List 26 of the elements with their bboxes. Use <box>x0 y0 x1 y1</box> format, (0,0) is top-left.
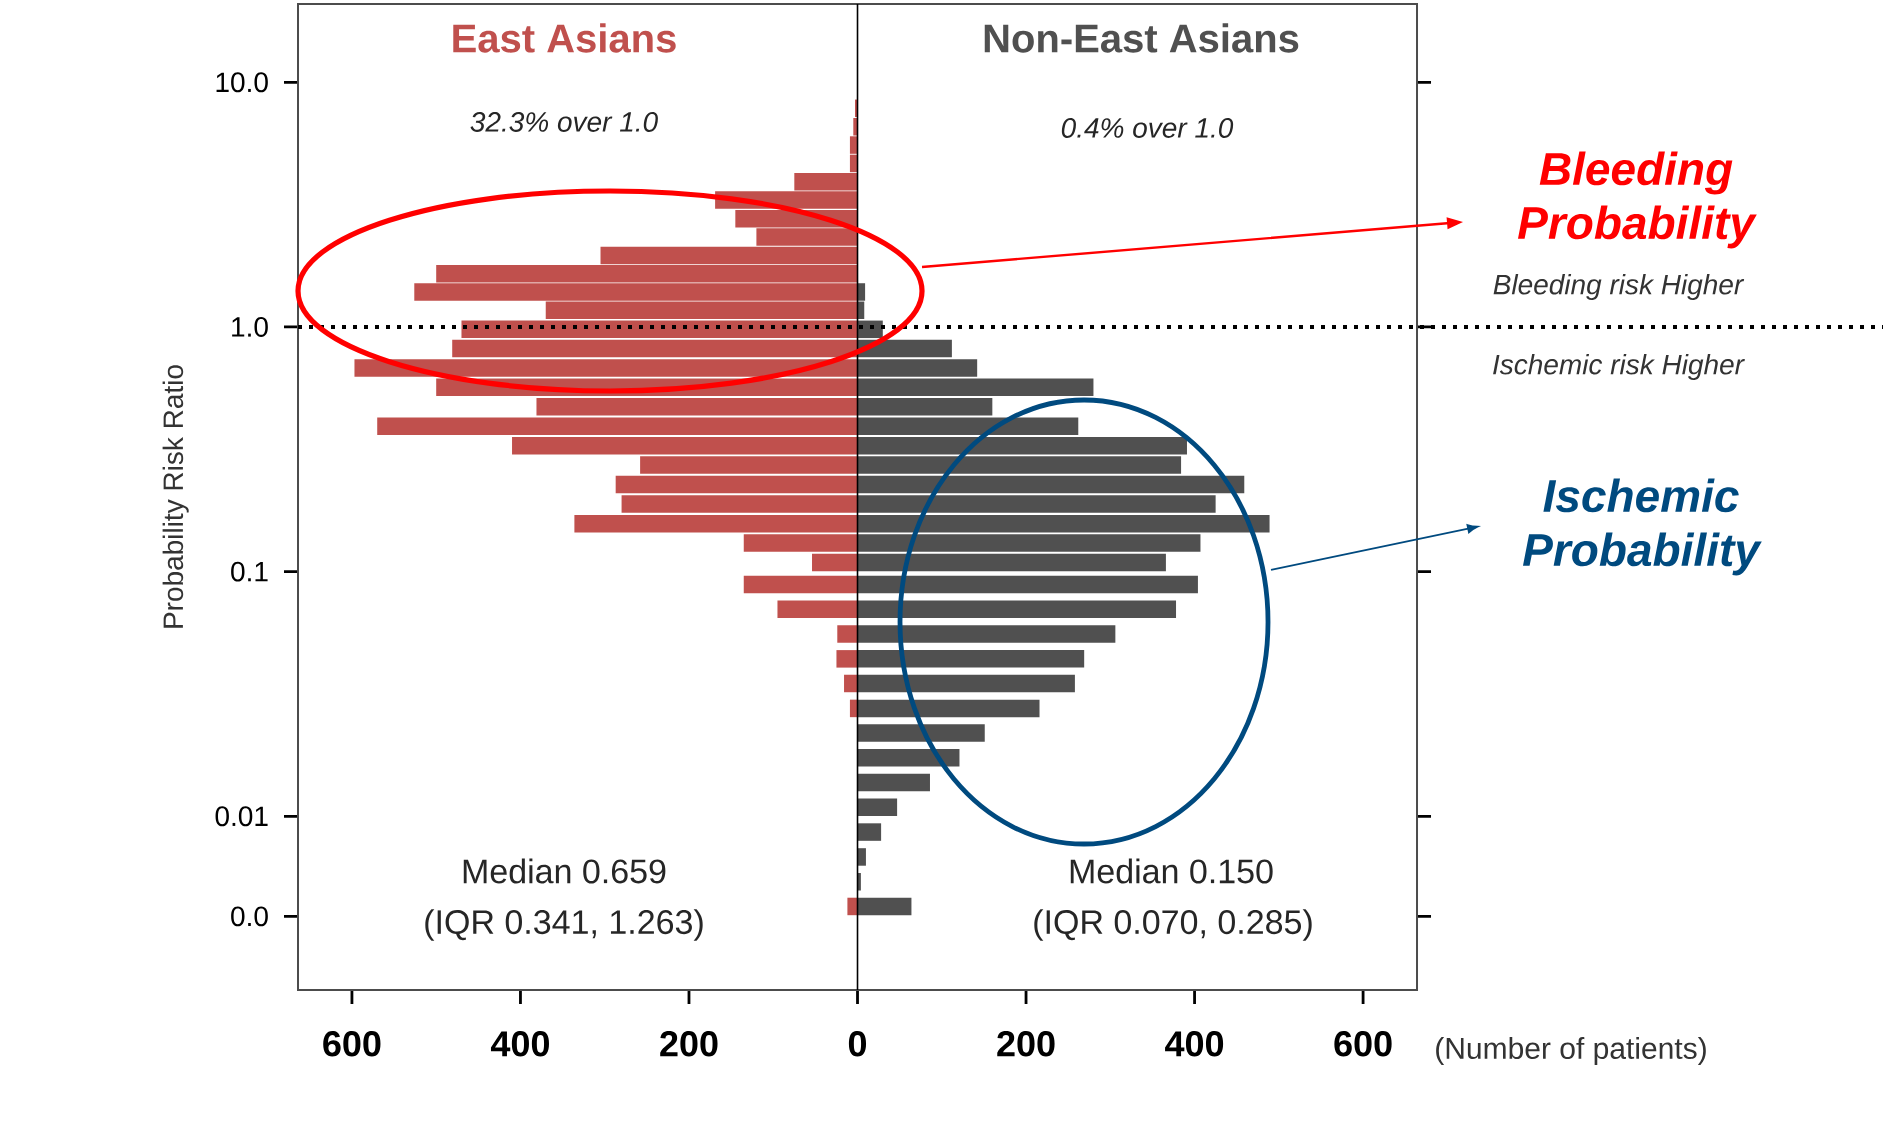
text: Bleeding risk Higher <box>1493 273 1745 300</box>
y-tick-label: 1.0 <box>232 317 268 337</box>
annotation: Median 0.659 <box>463 858 666 884</box>
text: East Asians <box>453 23 676 53</box>
annotation: 32.3% over 1.0 <box>470 112 658 132</box>
text: Bleeding Probability <box>1517 151 1757 249</box>
x-tick-label: 400 <box>1165 1031 1224 1057</box>
annotation: (IQR 0.070, 0.285) <box>1034 909 1312 941</box>
x-tick-label: 600 <box>1334 1031 1392 1057</box>
y-tick-label: 0.01 <box>215 806 268 827</box>
text: Ischemic risk Higher <box>1493 353 1745 380</box>
annotation: 0.4% over 1.0 <box>1061 118 1234 138</box>
y-tick-label: 0.0 <box>231 906 268 927</box>
x-tick-label: 200 <box>997 1031 1055 1057</box>
annotation: Median 0.150 <box>1070 858 1273 884</box>
x-tick-label: 200 <box>660 1031 718 1057</box>
x-tick-label: 0 <box>848 1031 867 1057</box>
y-tick-label: 10.0 <box>216 72 268 93</box>
x-tick-label: 400 <box>490 1031 549 1057</box>
y-tick-label: 0.1 <box>231 561 268 582</box>
x-axis-title: (Number of patients) <box>1436 1037 1706 1065</box>
annotation: (IQR 0.341, 1.263) <box>425 909 703 941</box>
text: Ischemic Probability <box>1522 478 1762 576</box>
y-axis-title: Probability Risk Ratio <box>162 365 189 628</box>
text: Non-East Asians <box>984 23 1299 53</box>
x-tick-label: 600 <box>323 1031 381 1057</box>
